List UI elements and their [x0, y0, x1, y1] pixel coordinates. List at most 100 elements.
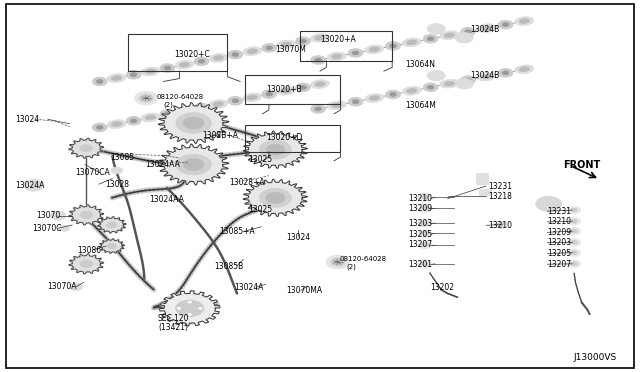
Circle shape [465, 30, 472, 33]
Text: SEC.120: SEC.120 [157, 314, 189, 323]
Text: J13000VS: J13000VS [573, 353, 617, 362]
Polygon shape [97, 217, 126, 233]
Ellipse shape [515, 17, 534, 25]
Text: 08120-64028: 08120-64028 [157, 94, 204, 100]
Text: 13207: 13207 [547, 260, 572, 269]
Ellipse shape [365, 94, 384, 102]
Text: FRONT: FRONT [563, 160, 600, 170]
Ellipse shape [243, 47, 262, 55]
Circle shape [198, 307, 202, 310]
Text: 13020+A: 13020+A [320, 35, 356, 44]
Circle shape [418, 260, 432, 268]
Circle shape [421, 262, 428, 266]
Text: 13210: 13210 [408, 194, 432, 203]
Circle shape [348, 49, 363, 57]
Circle shape [352, 100, 359, 104]
Text: 13024: 13024 [15, 115, 40, 124]
Text: 13231: 13231 [488, 182, 512, 190]
Circle shape [126, 116, 141, 125]
Circle shape [536, 196, 561, 211]
Ellipse shape [332, 54, 342, 59]
Polygon shape [243, 179, 307, 217]
Ellipse shape [281, 42, 291, 47]
Circle shape [111, 167, 123, 174]
Circle shape [421, 195, 428, 199]
Circle shape [568, 206, 580, 214]
Ellipse shape [209, 100, 228, 108]
Circle shape [428, 24, 445, 34]
Circle shape [194, 103, 209, 112]
Circle shape [126, 71, 141, 79]
Circle shape [428, 37, 434, 41]
Ellipse shape [482, 26, 492, 31]
Circle shape [571, 262, 577, 266]
Circle shape [497, 223, 504, 227]
Bar [244, 125, 340, 152]
Circle shape [326, 255, 349, 269]
Circle shape [131, 73, 137, 77]
Ellipse shape [247, 49, 257, 54]
Circle shape [296, 83, 310, 92]
Text: 13025: 13025 [248, 205, 273, 214]
Ellipse shape [213, 102, 223, 106]
Circle shape [418, 193, 432, 201]
Ellipse shape [482, 74, 492, 79]
Ellipse shape [406, 40, 417, 45]
Circle shape [499, 20, 513, 29]
Text: 13024A: 13024A [15, 181, 45, 190]
Circle shape [502, 71, 509, 75]
Circle shape [176, 154, 211, 175]
Circle shape [461, 28, 476, 36]
Circle shape [418, 240, 432, 248]
Circle shape [428, 70, 445, 81]
Ellipse shape [276, 87, 296, 95]
Circle shape [198, 60, 205, 63]
Ellipse shape [141, 67, 160, 76]
Circle shape [262, 90, 276, 98]
Ellipse shape [403, 38, 421, 46]
Circle shape [183, 117, 204, 129]
Circle shape [183, 158, 204, 170]
Text: 13024AA: 13024AA [146, 160, 180, 169]
Circle shape [456, 78, 473, 89]
Text: 13070MA: 13070MA [286, 286, 323, 295]
Ellipse shape [213, 55, 223, 60]
Ellipse shape [310, 80, 330, 88]
Circle shape [418, 230, 432, 237]
Circle shape [131, 119, 137, 123]
Circle shape [262, 44, 276, 52]
Circle shape [386, 90, 401, 99]
Circle shape [108, 243, 116, 249]
Circle shape [107, 222, 117, 228]
Circle shape [92, 77, 107, 86]
Text: 13210: 13210 [547, 218, 572, 227]
Text: 13203: 13203 [408, 219, 432, 228]
Ellipse shape [209, 54, 228, 62]
Circle shape [423, 35, 438, 43]
Text: 13205: 13205 [547, 249, 572, 258]
Ellipse shape [175, 106, 194, 115]
Ellipse shape [145, 115, 156, 120]
Ellipse shape [145, 69, 156, 74]
Ellipse shape [111, 122, 122, 126]
Text: 13085: 13085 [110, 153, 134, 161]
Bar [300, 31, 392, 61]
Circle shape [315, 107, 321, 111]
Text: 13020+B: 13020+B [266, 85, 302, 94]
Bar [479, 189, 490, 195]
Circle shape [465, 78, 472, 82]
Polygon shape [69, 254, 104, 274]
Text: 08120-64028: 08120-64028 [340, 256, 387, 262]
Ellipse shape [108, 74, 126, 82]
Circle shape [164, 66, 171, 70]
Circle shape [259, 189, 291, 207]
Text: 13070A: 13070A [47, 282, 77, 291]
Ellipse shape [281, 89, 291, 93]
Circle shape [428, 85, 434, 89]
Circle shape [421, 231, 428, 235]
Text: 13020+C: 13020+C [174, 50, 210, 59]
Ellipse shape [477, 24, 496, 32]
Circle shape [160, 64, 175, 72]
Ellipse shape [179, 62, 189, 67]
Circle shape [296, 37, 310, 45]
